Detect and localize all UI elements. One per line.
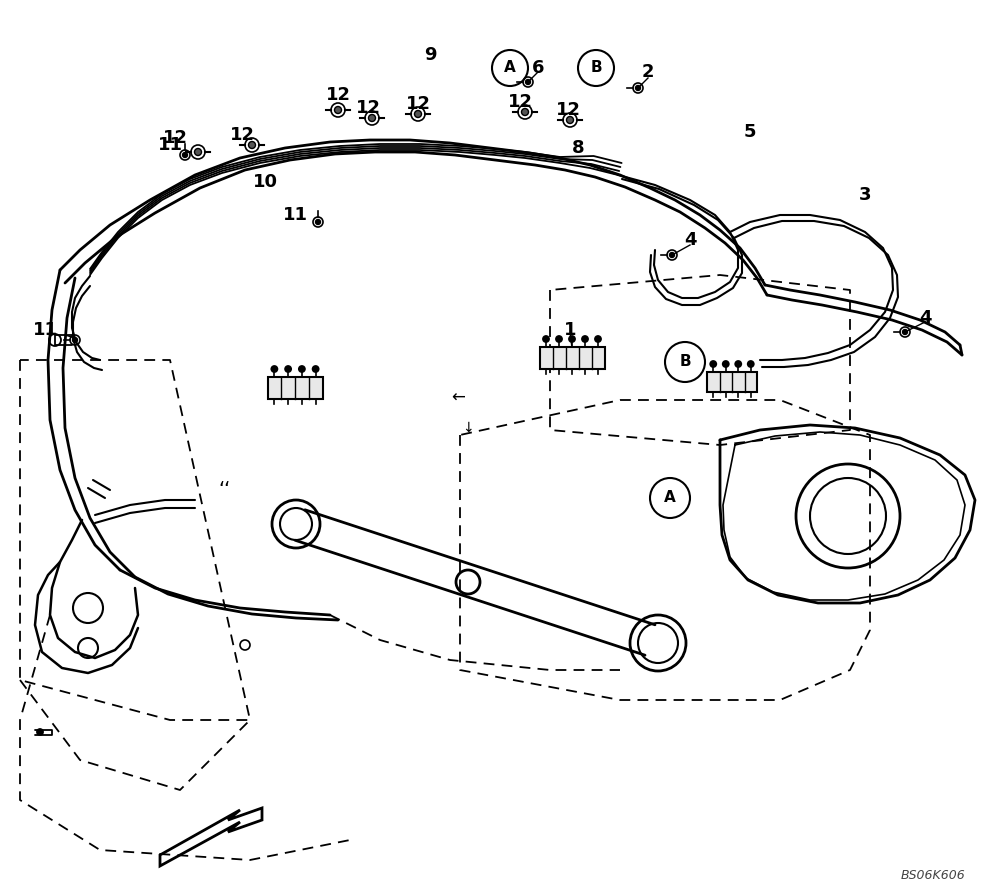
Circle shape [248,142,256,149]
Text: 12: 12 [556,101,580,119]
Circle shape [522,108,528,116]
Text: ↓: ↓ [462,421,474,435]
Circle shape [271,366,277,372]
Circle shape [37,729,43,735]
Circle shape [636,85,640,90]
Circle shape [595,336,601,342]
Text: 10: 10 [252,173,278,191]
Circle shape [72,338,78,342]
Circle shape [526,80,530,84]
Text: A: A [504,61,516,75]
Text: 11: 11 [158,136,182,154]
Text: 12: 12 [406,95,430,113]
Text: B: B [679,355,691,369]
Circle shape [415,110,422,117]
Circle shape [285,366,291,372]
Circle shape [313,366,319,372]
Text: 8: 8 [572,139,584,157]
Bar [707,372,757,392]
Text: 11: 11 [283,206,308,224]
Text: ←: ← [451,389,465,407]
Text: 12: 12 [230,126,254,144]
Text: 12: 12 [326,86,351,104]
Circle shape [556,336,562,342]
Bar [540,347,604,369]
Circle shape [569,336,575,342]
Text: 12: 12 [508,93,532,111]
Circle shape [334,107,342,114]
Text: 9: 9 [424,46,436,64]
Text: ‘‘: ‘‘ [219,480,231,499]
Circle shape [543,336,549,342]
Text: 3: 3 [859,186,871,204]
Circle shape [670,253,674,257]
Circle shape [710,361,716,367]
Circle shape [735,361,741,367]
Text: 4: 4 [684,231,696,249]
Text: 6: 6 [532,59,544,77]
Circle shape [582,336,588,342]
Text: B: B [590,61,602,75]
Circle shape [723,361,729,367]
Text: 5: 5 [744,123,756,141]
Circle shape [316,220,320,225]
Text: 4: 4 [919,309,931,327]
Circle shape [566,116,574,124]
Text: A: A [664,490,676,505]
Circle shape [299,366,305,372]
Text: 12: 12 [356,99,380,117]
Text: BS06K606: BS06K606 [900,869,965,882]
Text: 1: 1 [564,321,576,339]
Circle shape [902,330,908,334]
Text: 2: 2 [642,63,654,81]
Circle shape [368,115,376,122]
Bar [268,377,322,399]
Text: 12: 12 [162,129,188,147]
Text: 11: 11 [33,321,58,339]
Circle shape [182,152,188,158]
Circle shape [194,149,202,156]
Circle shape [748,361,754,367]
